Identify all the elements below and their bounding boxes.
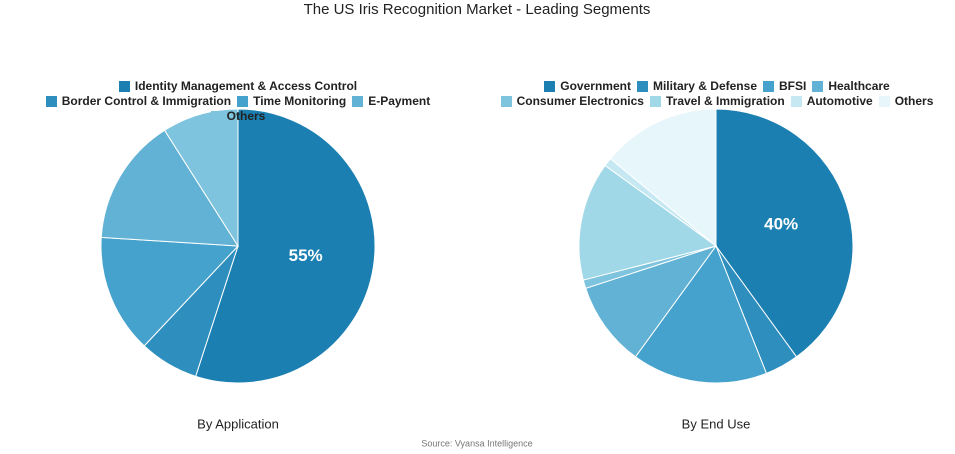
legend-swatch [352,95,364,107]
legend-swatch [237,95,249,107]
legend: Government Military & Defense BFSI Healthca… [478,79,955,108]
legend-swatch [878,95,890,107]
legend-swatch [210,110,222,122]
legend-label: Healthcare [828,79,890,93]
legend-item: Healthcare [812,79,890,93]
pie-slice [578,164,718,281]
chart-title: The US Iris Recognition Market - Leading… [304,1,651,18]
legend-label: Automotive [806,94,873,108]
pie-slice [100,129,239,247]
legend-item: Others [210,109,266,123]
legend-label: Identity Management & Access Control [134,79,358,93]
legend-item: Time Monitoring [237,94,346,108]
pie-slice [163,108,239,248]
legend-item: E-Payment [352,94,430,108]
legend-label: Time Monitoring [253,94,347,108]
pie-title: By Application [197,416,279,431]
legend-item: Automotive [790,94,873,108]
legend-swatch [45,95,57,107]
value-label: 55% [289,246,323,265]
legend-label: Government [560,79,631,93]
pie-slice [195,108,376,384]
legend-item: Military & Defense [636,79,757,93]
legend-swatch [544,80,556,92]
legend-item: Identity Management & Access Control [118,79,358,93]
pie-slice [634,244,768,384]
legend-swatch [763,80,774,92]
legend-swatch [790,95,802,107]
source: Source: Vyansa Intelligence [421,438,532,448]
legend-item: Government [544,79,631,93]
legend-label: BFSI [779,79,807,93]
legend-item: Travel & Immigration [649,94,785,108]
legend-swatch [649,95,661,107]
pie-slice [609,108,717,248]
legend-item: Others [878,94,934,108]
legend-item: BFSI [763,79,806,93]
legend-swatch [812,80,824,92]
legend-label: Border Control & Immigration [61,94,232,108]
legend-swatch [118,80,130,92]
legend-item: Consumer Electronics [500,94,644,108]
legend-label: Consumer Electronics [516,94,644,108]
legend-swatch [500,95,512,107]
value-label: 40% [764,214,798,233]
pie-slice [100,236,240,347]
legend-swatch [636,80,648,92]
legend-label: Travel & Immigration [665,94,785,108]
legend-label: Others [226,109,266,123]
pie-slice [585,245,718,358]
pie-slice [715,108,854,358]
legend-label: E-Payment [368,94,431,108]
legend: Identity Management & Access Control Bord… [28,79,448,123]
legend-item: Border Control & Immigration [45,94,232,108]
legend-label: Others [894,94,934,108]
pie-title: By End Use [682,416,751,431]
legend-label: Military & Defense [652,79,757,93]
